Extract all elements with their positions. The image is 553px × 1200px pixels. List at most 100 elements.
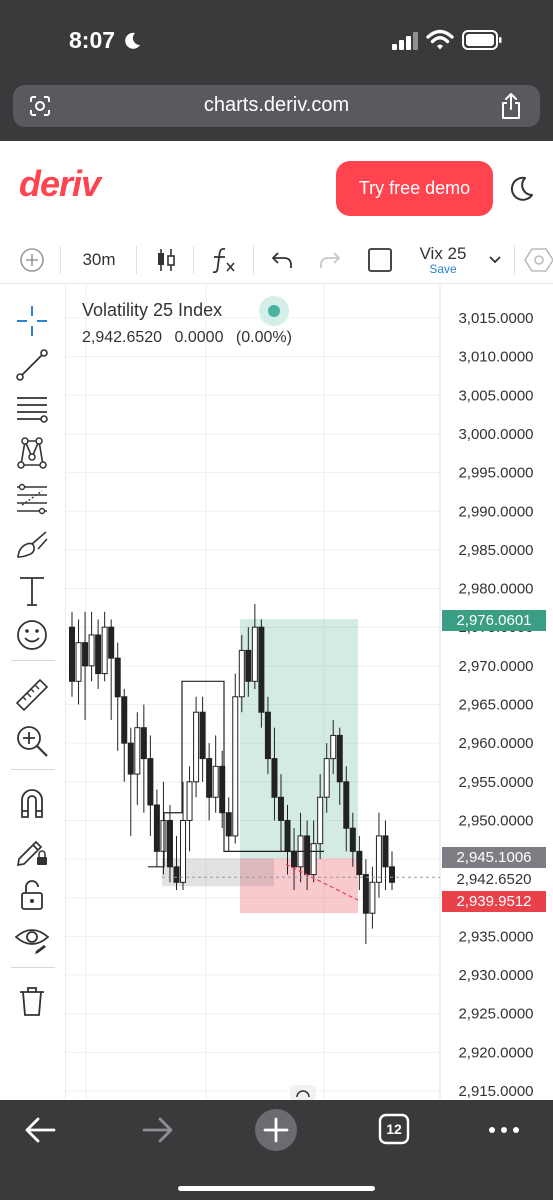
interval-label: 30m: [82, 250, 116, 269]
candle-body: [173, 866, 180, 883]
interval-button[interactable]: 30m: [70, 236, 128, 284]
deriv-logo[interactable]: deriv: [19, 163, 101, 204]
forward-arrow-icon[interactable]: [138, 1112, 178, 1148]
visibility-tool-icon[interactable]: [14, 921, 50, 957]
add-widget-button[interactable]: [14, 236, 50, 284]
price-axis-label: 2,950.0000: [458, 812, 533, 829]
browser-bottom-bar: 12: [0, 1100, 553, 1200]
tab-count: 12: [386, 1121, 402, 1137]
candle-body: [153, 804, 160, 852]
fibonacci-tool-icon[interactable]: [14, 481, 50, 517]
step-trend-line: [148, 680, 324, 868]
home-indicator: [178, 1186, 375, 1191]
market-open-indicator: [259, 296, 289, 326]
price-change-percent: (0.00%): [235, 329, 292, 346]
chart-area[interactable]: 3,015.0000 3,010.0000 3,005.0000 3,000.0000…: [66, 285, 553, 1100]
more-tools-button[interactable]: [524, 236, 553, 284]
candle-body: [232, 696, 239, 837]
unlock-tool-icon[interactable]: [14, 877, 50, 913]
dark-mode-moon-icon[interactable]: [510, 176, 534, 202]
candle-body: [291, 850, 298, 868]
tools-divider: [11, 660, 55, 661]
price-chart[interactable]: 3,015.0000 3,010.0000 3,005.0000 3,000.0000…: [66, 285, 553, 1100]
chart-type-button[interactable]: [148, 236, 184, 284]
price-axis-label: 3,015.0000: [458, 310, 533, 327]
price-axis-label: 3,010.0000: [458, 349, 533, 366]
tabs-button[interactable]: 12: [376, 1112, 412, 1146]
try-free-demo-button[interactable]: Try free demo: [336, 161, 493, 216]
candle-body: [127, 742, 134, 775]
redo-icon: [320, 252, 340, 268]
undo-button[interactable]: [264, 236, 300, 284]
candle-body: [140, 727, 147, 760]
stop-loss-zone: [240, 858, 358, 914]
emoji-tool-icon[interactable]: [14, 617, 50, 653]
candle-body: [193, 711, 200, 783]
price-axis-label: 2,960.0000: [458, 735, 533, 752]
chart-scroll-handle: [290, 1085, 316, 1100]
crosshair-toggle-button[interactable]: [362, 236, 398, 284]
indicators-button[interactable]: [204, 236, 244, 284]
candle-body: [271, 758, 278, 798]
candle-body: [264, 711, 271, 760]
candle-body: [369, 881, 376, 914]
camera-lens-icon[interactable]: [28, 94, 52, 118]
crosshair-tool-icon[interactable]: [14, 303, 50, 339]
symbol-dropdown[interactable]: [484, 236, 506, 284]
zoom-in-tool-icon[interactable]: [14, 723, 50, 759]
candle-body: [95, 634, 102, 675]
lock-drawings-tool-icon[interactable]: [14, 831, 50, 867]
function-fx-icon: [212, 247, 235, 274]
share-icon[interactable]: [499, 92, 523, 120]
hexagon-icon: [524, 248, 553, 272]
toolbar-divider: [136, 246, 137, 274]
candle-body: [362, 874, 369, 914]
status-bar: 8:07: [0, 0, 553, 85]
price-axis-label: 2,990.0000: [458, 503, 533, 520]
wifi-icon: [426, 29, 454, 50]
url-bar[interactable]: charts.deriv.com: [13, 85, 540, 127]
candle-body: [310, 843, 317, 876]
candle-body: [121, 696, 128, 744]
candle-body: [225, 812, 232, 837]
brush-tool-icon[interactable]: [14, 527, 50, 563]
candle-body: [82, 642, 89, 667]
horizontal-lines-tool-icon[interactable]: [14, 391, 50, 427]
ruler-tool-icon[interactable]: [14, 677, 50, 713]
url-text[interactable]: charts.deriv.com: [203, 94, 350, 116]
chart-quote: 2,942.6520 0.0000 (0.00%): [82, 329, 300, 347]
delete-drawings-icon[interactable]: [14, 983, 50, 1019]
redo-button[interactable]: [312, 236, 348, 284]
magnet-tool-icon[interactable]: [14, 785, 50, 821]
candle-body: [88, 634, 95, 667]
chart-symbol-title: Volatility 25 Index: [82, 300, 223, 320]
symbol-save-link[interactable]: Save: [429, 261, 457, 276]
candle-body: [75, 642, 82, 682]
price-axis-label: 2,925.0000: [458, 1006, 533, 1023]
new-tab-plus-icon[interactable]: [254, 1108, 298, 1152]
candle-body: [134, 727, 141, 775]
candle-body: [186, 781, 193, 821]
candle-body: [277, 796, 284, 821]
plus-circle-icon: [20, 248, 44, 272]
price-axis-label: 3,000.0000: [458, 426, 533, 443]
back-arrow-icon[interactable]: [20, 1112, 60, 1148]
candle-body: [206, 758, 213, 798]
browser-url-area: charts.deriv.com: [0, 85, 553, 141]
candle-body: [238, 649, 245, 698]
candle-body: [199, 711, 206, 760]
refresh-icon: [296, 1090, 310, 1098]
candle-body: [166, 819, 173, 868]
price-axis-label: 2,965.0000: [458, 697, 533, 714]
symbol-name: Vix 25: [419, 243, 467, 263]
trend-line-tool-icon[interactable]: [14, 347, 50, 383]
text-tool-icon[interactable]: [14, 573, 50, 609]
candle-body: [389, 866, 395, 883]
symbol-selector[interactable]: Vix 25 Save: [410, 236, 476, 284]
price-axis-label: 2,955.0000: [458, 774, 533, 791]
take-profit-price-tag: 2,976.0601: [442, 610, 546, 631]
more-menu-icon[interactable]: [484, 1112, 524, 1148]
stop-loss-price-tag: 2,939.9512: [442, 891, 546, 912]
pattern-tool-icon[interactable]: [14, 435, 50, 471]
price-axis-label: 2,930.0000: [458, 967, 533, 984]
